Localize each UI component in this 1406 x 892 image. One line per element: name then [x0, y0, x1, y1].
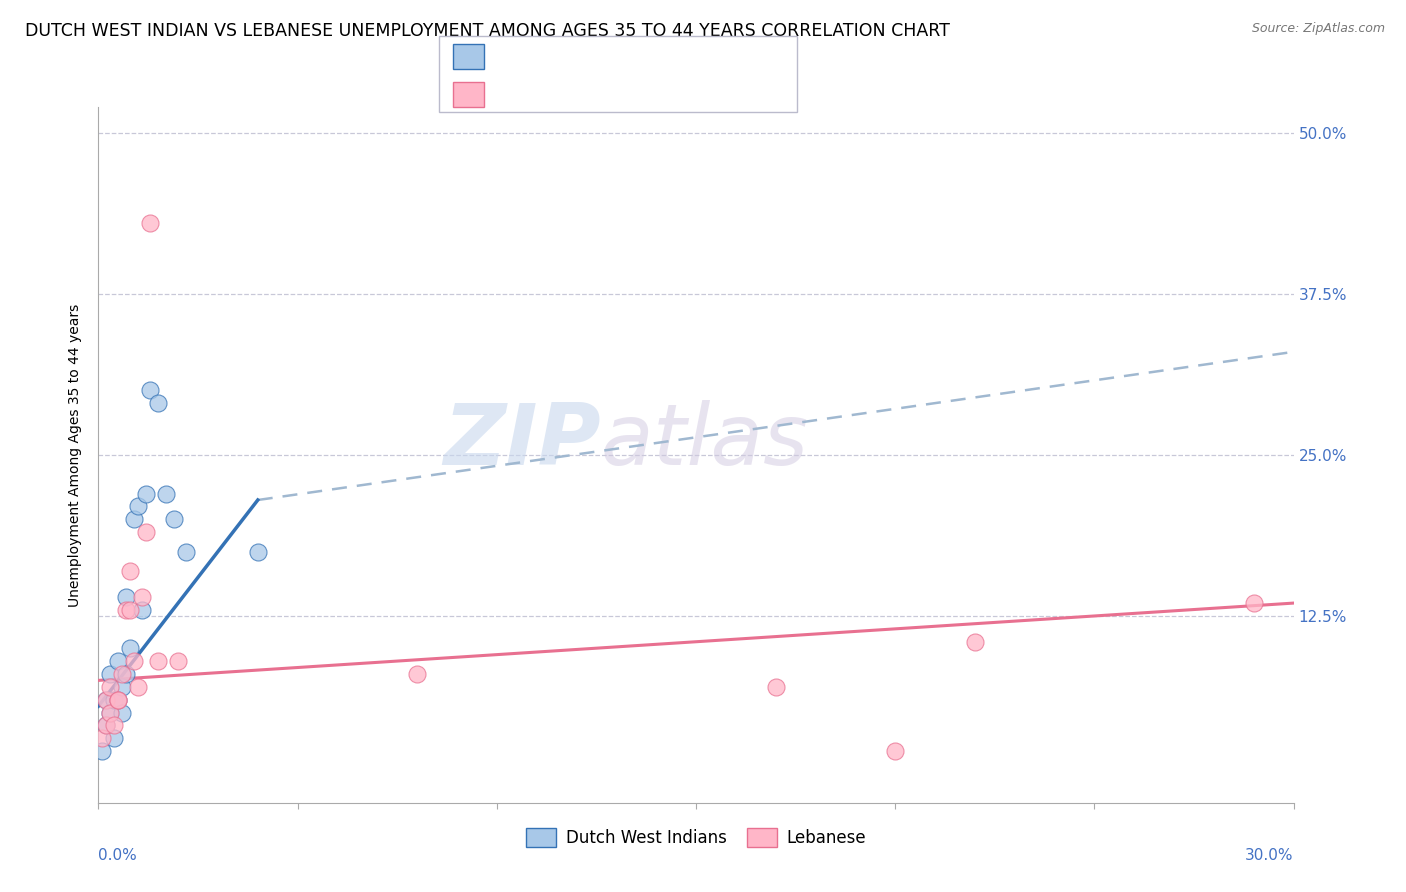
- Text: 24: 24: [675, 86, 699, 103]
- Point: [148, 396, 170, 410]
- Point: [111, 706, 134, 720]
- Point: [103, 692, 125, 706]
- Text: 0.320: 0.320: [540, 48, 592, 66]
- Point: [246, 544, 269, 558]
- Point: [91, 731, 114, 746]
- Text: 0.142: 0.142: [540, 86, 592, 103]
- Text: N =: N =: [614, 48, 662, 66]
- Point: [148, 654, 170, 668]
- Point: [765, 680, 787, 694]
- Point: [131, 590, 153, 604]
- Point: [115, 590, 138, 604]
- Point: [96, 692, 118, 706]
- Point: [111, 667, 134, 681]
- Point: [120, 641, 142, 656]
- Text: R =: R =: [492, 48, 533, 66]
- Text: N =: N =: [614, 86, 662, 103]
- Text: 24: 24: [675, 48, 699, 66]
- Point: [963, 634, 986, 648]
- Point: [131, 602, 153, 616]
- Point: [107, 654, 129, 668]
- Point: [167, 654, 190, 668]
- Point: [98, 706, 122, 720]
- Point: [135, 486, 157, 500]
- Point: [127, 680, 149, 694]
- Point: [96, 718, 118, 732]
- Point: [127, 500, 149, 514]
- Point: [174, 544, 197, 558]
- Point: [135, 525, 157, 540]
- Point: [1243, 596, 1265, 610]
- Point: [163, 512, 186, 526]
- Point: [103, 718, 125, 732]
- Text: 30.0%: 30.0%: [1246, 848, 1294, 863]
- Point: [124, 512, 146, 526]
- Point: [406, 667, 429, 681]
- Point: [98, 667, 122, 681]
- Point: [107, 692, 129, 706]
- Point: [115, 667, 138, 681]
- Text: 0.0%: 0.0%: [98, 848, 138, 863]
- Point: [120, 602, 142, 616]
- Point: [91, 744, 114, 758]
- Point: [96, 692, 118, 706]
- Point: [98, 706, 122, 720]
- Point: [120, 564, 142, 578]
- Point: [103, 731, 125, 746]
- Text: atlas: atlas: [600, 400, 808, 483]
- Legend: Dutch West Indians, Lebanese: Dutch West Indians, Lebanese: [519, 821, 873, 854]
- Point: [139, 216, 162, 230]
- Point: [111, 680, 134, 694]
- Text: DUTCH WEST INDIAN VS LEBANESE UNEMPLOYMENT AMONG AGES 35 TO 44 YEARS CORRELATION: DUTCH WEST INDIAN VS LEBANESE UNEMPLOYME…: [25, 22, 950, 40]
- Y-axis label: Unemployment Among Ages 35 to 44 years: Unemployment Among Ages 35 to 44 years: [69, 303, 83, 607]
- Point: [107, 692, 129, 706]
- Text: ZIP: ZIP: [443, 400, 600, 483]
- Text: R =: R =: [492, 86, 533, 103]
- Point: [139, 384, 162, 398]
- Point: [96, 718, 118, 732]
- Point: [98, 680, 122, 694]
- Point: [115, 602, 138, 616]
- Point: [107, 692, 129, 706]
- Point: [155, 486, 177, 500]
- Text: Source: ZipAtlas.com: Source: ZipAtlas.com: [1251, 22, 1385, 36]
- Point: [124, 654, 146, 668]
- Point: [884, 744, 907, 758]
